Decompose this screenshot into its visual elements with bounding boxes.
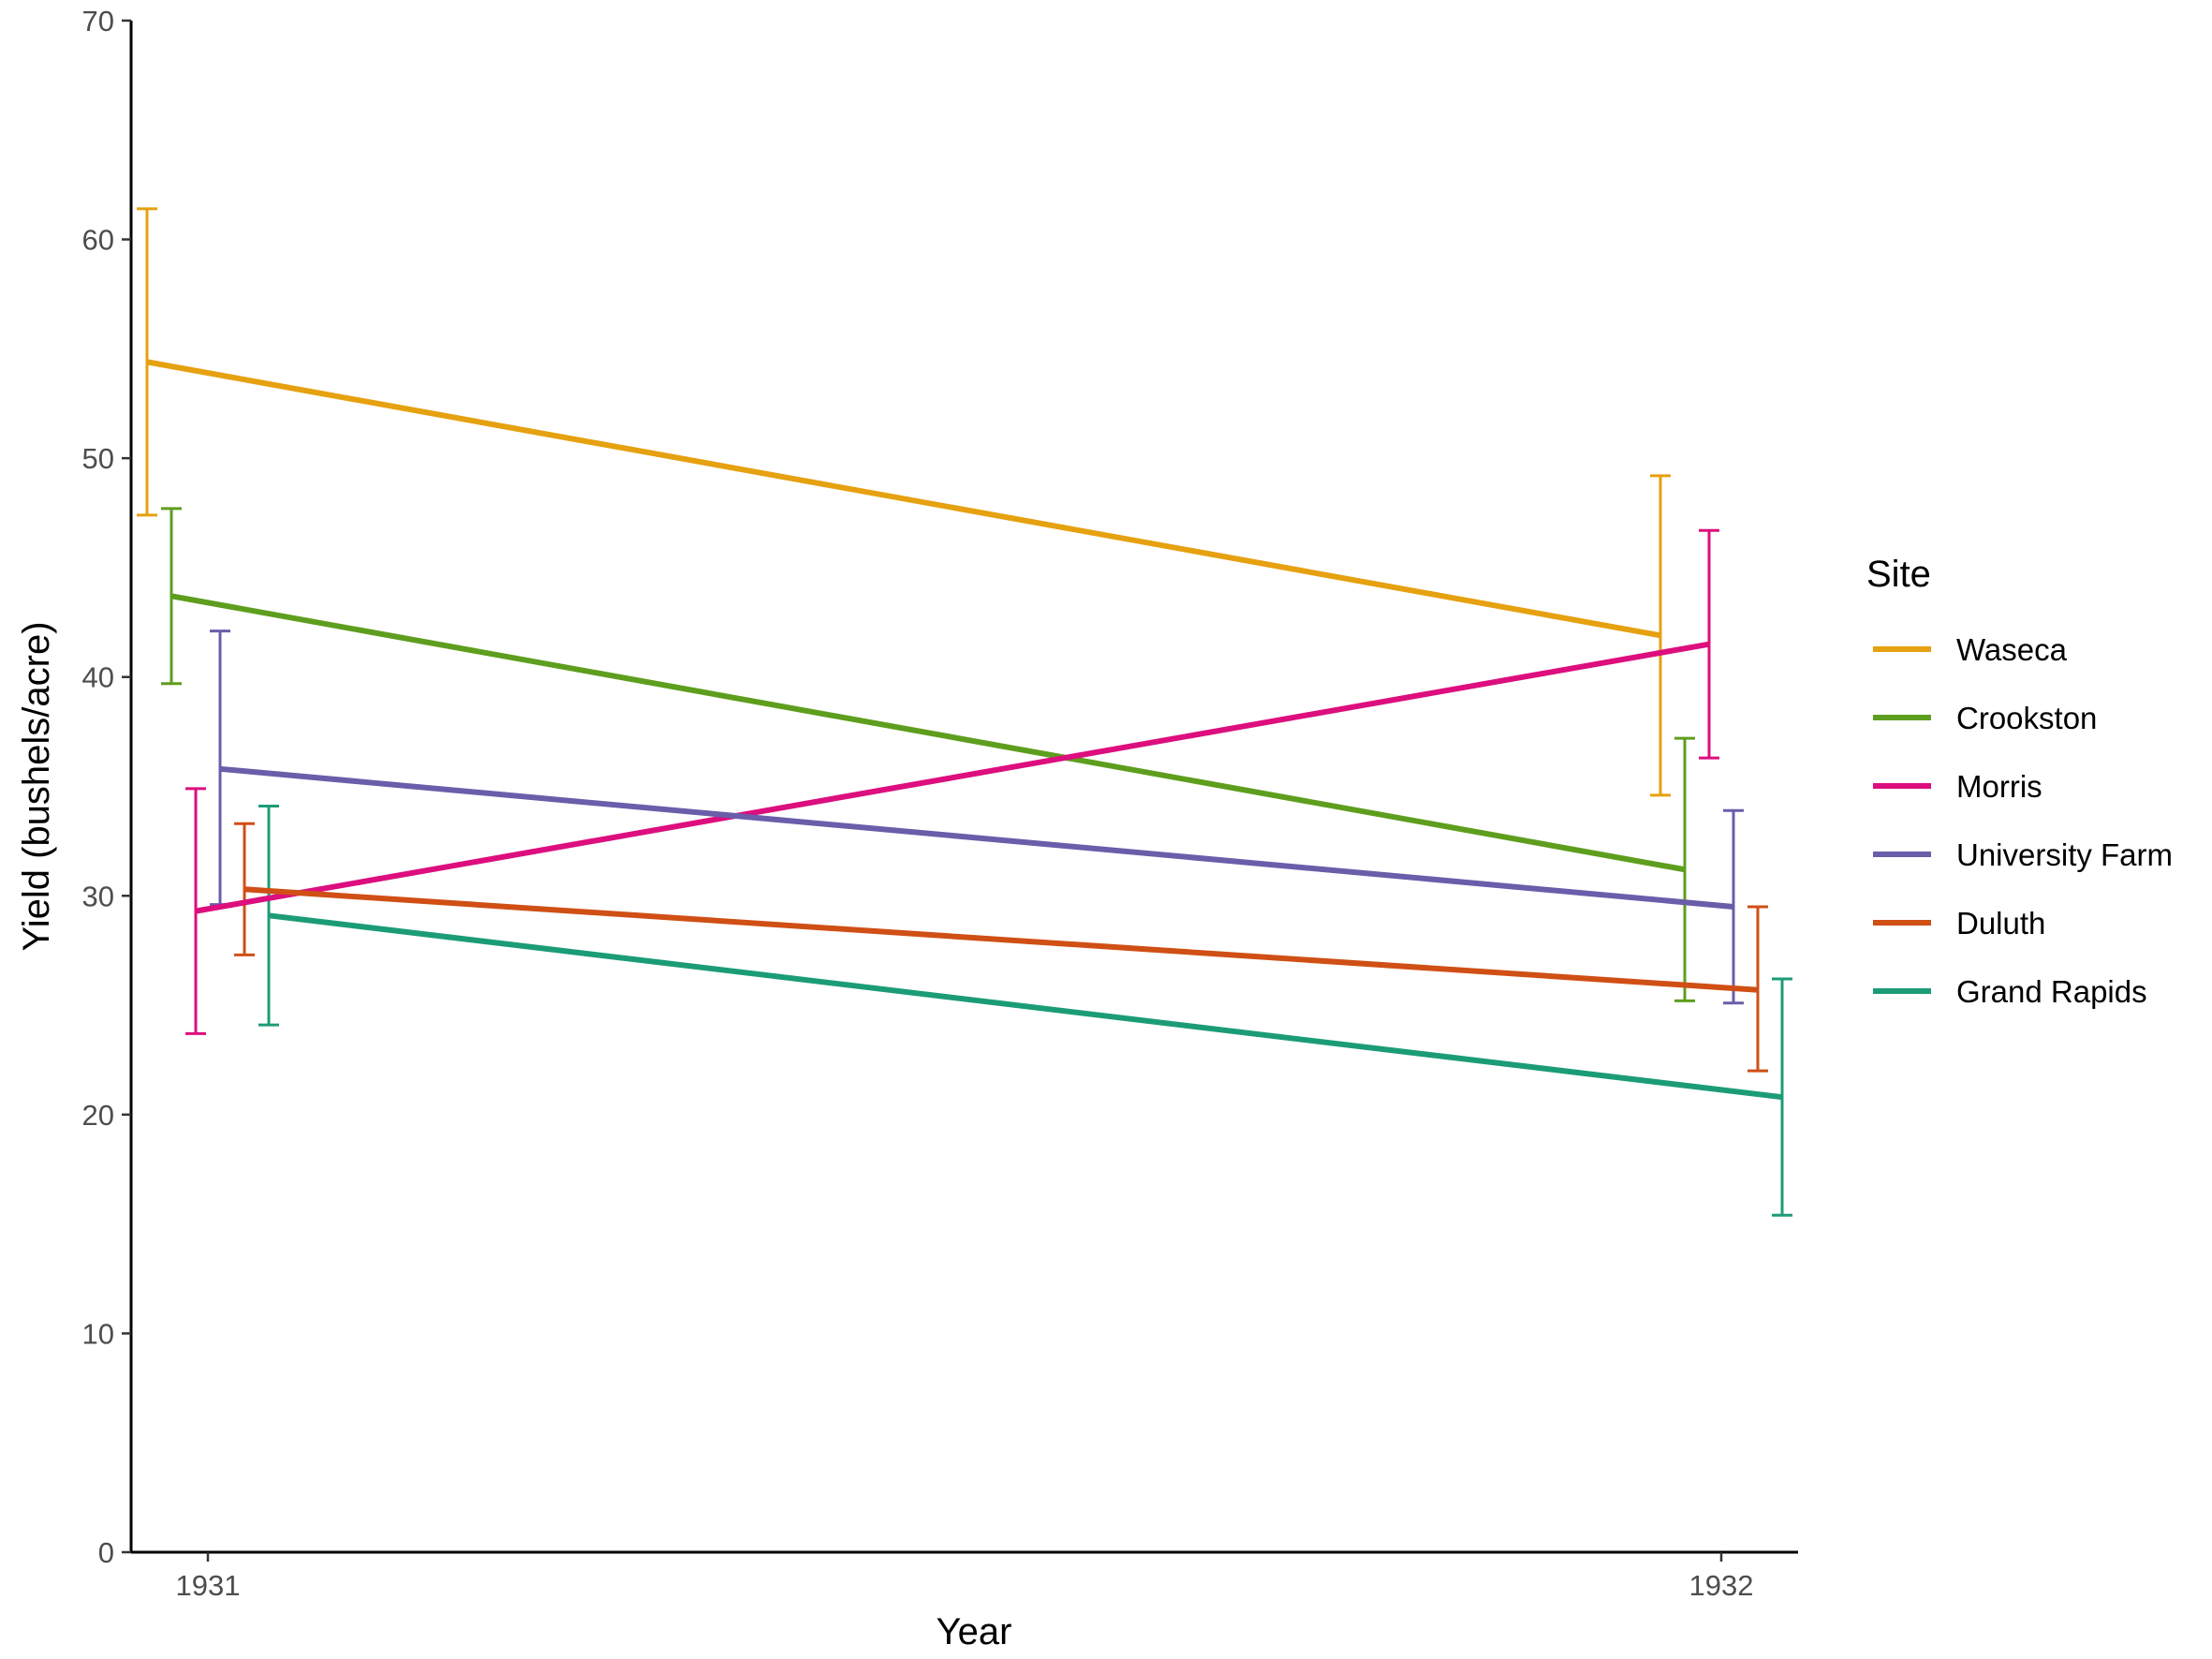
- legend-item: Waseca: [1873, 632, 2068, 667]
- series-line-waseca: [146, 359, 1661, 639]
- legend-item: Morris: [1873, 769, 2042, 804]
- series-line-duluth: [243, 886, 1759, 993]
- legend-label: Duluth: [1956, 906, 2045, 941]
- y-axis-title: Yield (bushels/acre): [16, 621, 57, 951]
- legend-label: University Farm: [1956, 837, 2173, 872]
- x-tick-label: 1932: [1689, 1569, 1754, 1602]
- y-tick-label: 70: [82, 5, 114, 37]
- legend-item: Crookston: [1873, 701, 2097, 735]
- plot-area: [137, 207, 1792, 1217]
- series-line-crookston: [170, 593, 1686, 873]
- error-bars-duluth: [234, 822, 1768, 1073]
- y-tick-label: 0: [98, 1536, 114, 1569]
- series-line-grand-rapids: [268, 912, 1783, 1101]
- legend-title: Site: [1866, 554, 1931, 595]
- legend-item: Duluth: [1873, 906, 2045, 941]
- y-tick-label: 30: [82, 880, 114, 912]
- x-tick-label: 1931: [176, 1569, 241, 1602]
- x-axis: 1931 1932: [131, 1550, 1798, 1602]
- legend-label: Morris: [1956, 769, 2042, 804]
- legend-label: Waseca: [1956, 632, 2068, 667]
- legend-item: Grand Rapids: [1873, 974, 2147, 1009]
- y-tick-label: 50: [82, 442, 114, 475]
- x-axis-title: Year: [936, 1611, 1012, 1652]
- y-tick-label: 20: [82, 1099, 114, 1132]
- y-tick-label: 40: [82, 661, 114, 694]
- y-axis: 0 10 20 30 40 50 60 70: [82, 5, 133, 1569]
- error-bars-crookston: [161, 507, 1695, 1002]
- legend-label: Crookston: [1956, 701, 2097, 735]
- legend: Site Waseca Crookston Morris University Far…: [1866, 554, 2173, 1009]
- legend-item: University Farm: [1873, 837, 2173, 872]
- y-tick-label: 60: [82, 224, 114, 257]
- error-bars-grand-rapids: [258, 805, 1792, 1217]
- series-line-university-farm: [219, 765, 1734, 910]
- error-bars-university-farm: [210, 630, 1744, 1005]
- legend-label: Grand Rapids: [1956, 974, 2147, 1009]
- series-line-morris: [195, 641, 1710, 914]
- y-tick-label: 10: [82, 1317, 114, 1350]
- error-bars-waseca: [137, 207, 1671, 797]
